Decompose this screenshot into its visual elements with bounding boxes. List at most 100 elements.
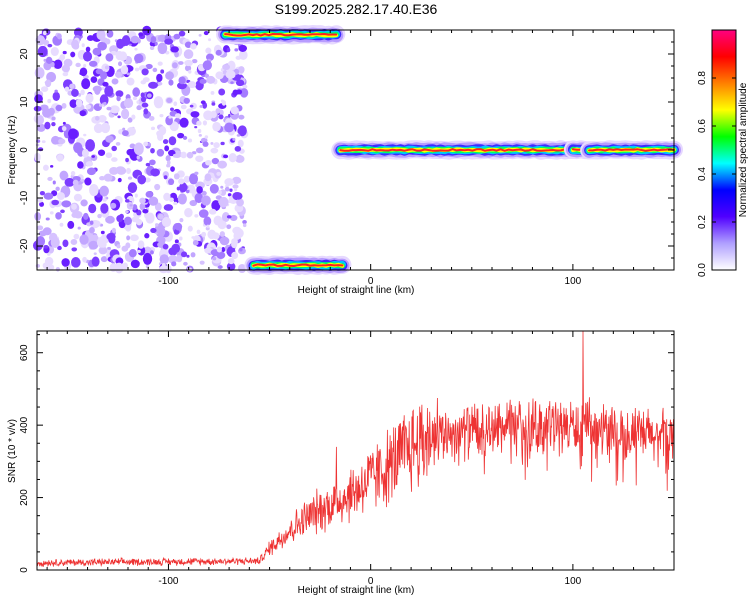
spectrogram-noise-blob [91, 256, 100, 267]
spectrogram-noise-blob [62, 121, 66, 125]
spectrogram-noise-blob [80, 89, 85, 96]
spectrogram-noise-blob [122, 262, 128, 270]
spectrogram-noise-blob [187, 138, 193, 143]
spectrogram-noise-blob [227, 193, 232, 197]
colorbar-tick-label: 0.8 [697, 71, 708, 85]
spectrogram-noise-blob [153, 96, 164, 109]
spectrogram-noise-blob [226, 224, 232, 230]
spectrogram-ytick-label: -10 [19, 190, 30, 205]
snr-panel: -100 0 100 0 200 400 600 Height of straight l… [7, 330, 675, 596]
spectrogram-noise-blob [216, 171, 221, 176]
spectrogram-noise-blob [229, 214, 238, 222]
spectrogram-noise-blob [92, 220, 101, 228]
spectrogram-noise-blob [149, 45, 155, 51]
spectrogram-noise-blob [134, 67, 140, 72]
spectrogram-noise-blob [148, 196, 159, 206]
spectrogram-noise-blob [180, 104, 187, 110]
spectrogram-noise-blob [148, 81, 158, 89]
spectrogram-noise-blob [55, 212, 62, 220]
spectrogram-noise-blob [216, 246, 222, 253]
spectrogram-noise-blob [56, 192, 65, 200]
spectrogram-noise-blob [51, 199, 60, 206]
spectrogram-noise-blob [126, 126, 137, 136]
spectrogram-noise-blob [190, 111, 200, 118]
spectrogram-noise-blob [123, 98, 134, 109]
spectrogram-noise-blob [150, 147, 155, 154]
spectrogram-noise-blob [57, 245, 62, 251]
spectrogram-noise-blob [106, 29, 114, 38]
spectrogram-noise-blob [111, 145, 117, 152]
spectrogram-noise-blob [123, 216, 132, 226]
spectrogram-noise-blob [137, 174, 147, 185]
spectrogram-noise-blob [212, 232, 220, 240]
spectrogram-noise-blob [52, 91, 60, 101]
spectrogram-noise-blob [125, 210, 129, 214]
colorbar-tick-label: 0.6 [697, 119, 708, 133]
spectrogram-noise-blob [128, 43, 132, 46]
spectrogram-noise-blob [37, 147, 44, 152]
spectrogram-noise-blob [220, 99, 224, 103]
spectrogram-noise-blob [161, 262, 166, 268]
spectrogram-noise-blob [174, 51, 179, 58]
spectrogram-noise-blob [36, 225, 44, 231]
spectrogram-noise-blob [140, 96, 147, 103]
spectrogram-noise-blob [109, 167, 119, 175]
spectrogram-noise-blob [198, 209, 209, 218]
spectrogram-x-ticks: -100 0 100 [46, 30, 675, 287]
spectrogram-noise-blob [190, 102, 197, 110]
spectrogram-noise-blob [211, 200, 221, 211]
spectrogram-noise-blob [71, 212, 79, 218]
spectrogram-noise-blob [191, 58, 198, 64]
spectrogram-noise-blob [50, 237, 60, 248]
spectrogram-noise-blob [83, 63, 87, 68]
spectrogram-noise-blob [43, 192, 54, 200]
spectrogram-noise-blob [116, 38, 125, 49]
spectrogram-noise-blob [204, 173, 212, 182]
spectrogram-noise-blob [144, 233, 150, 239]
spectrogram-noise-blob [238, 50, 248, 60]
spectrogram-noise-blob [179, 236, 183, 241]
spectrogram-noise-blob [226, 215, 232, 219]
spectrogram-noise-blob [183, 175, 191, 183]
snr-xtick-label: 100 [565, 576, 582, 587]
spectrogram-noise-blob [235, 155, 245, 163]
spectrogram-noise-blob [126, 167, 131, 175]
spectrogram-noise-blob [62, 50, 67, 55]
spectrogram-noise-blob [90, 76, 98, 84]
spectrogram-noise-blob [157, 61, 163, 66]
spectrogram-noise-blob [168, 136, 177, 146]
spectrogram-noise-blob [47, 98, 52, 104]
spectrogram-noise-blob [234, 145, 242, 152]
spectrogram-noise-blob [111, 157, 118, 162]
spectrogram-noise-blob [138, 32, 144, 37]
spectrogram-noise-blob [236, 89, 243, 95]
spectrogram-noise-blob [173, 201, 178, 206]
spectrogram-noise-blob [141, 68, 149, 76]
spectrogram-noise-blob [234, 192, 243, 200]
spectrogram-noise-blob [88, 240, 99, 250]
spectrogram-noise-blob [62, 126, 67, 132]
spectrogram-noise-blob [60, 209, 65, 214]
spectrogram-noise-blob [42, 262, 50, 269]
snr-ytick-label: 600 [19, 344, 30, 361]
spectrogram-noise-blob [159, 265, 169, 274]
spectrogram-noise-blob [152, 67, 158, 73]
spectrogram-noise-blob [178, 30, 186, 37]
spectrogram-noise-blob [203, 216, 212, 226]
spectrogram-noise-blob [100, 37, 108, 43]
spectrogram-noise-blob [229, 188, 233, 193]
spectrogram-noise-blob [100, 256, 108, 263]
spectrogram-noise-blob [99, 241, 107, 248]
spectrogram-noise-blob [110, 202, 117, 209]
spectrogram-xtick-label: 0 [368, 276, 374, 287]
spectrogram-noise-blob [159, 254, 170, 265]
spectrogram-noise-blob [182, 135, 188, 140]
spectrogram-noise-blob [199, 260, 205, 265]
spectrogram-noise-blob [190, 252, 196, 258]
spectrogram-noise-blob [115, 141, 121, 146]
spectrogram-noise-blob [89, 183, 99, 197]
spectrogram-noise-blob [105, 53, 114, 62]
spectrogram-noise-blob [242, 223, 247, 228]
spectrogram-noise-blob [187, 225, 193, 232]
spectrogram-noise-blob [99, 175, 106, 181]
